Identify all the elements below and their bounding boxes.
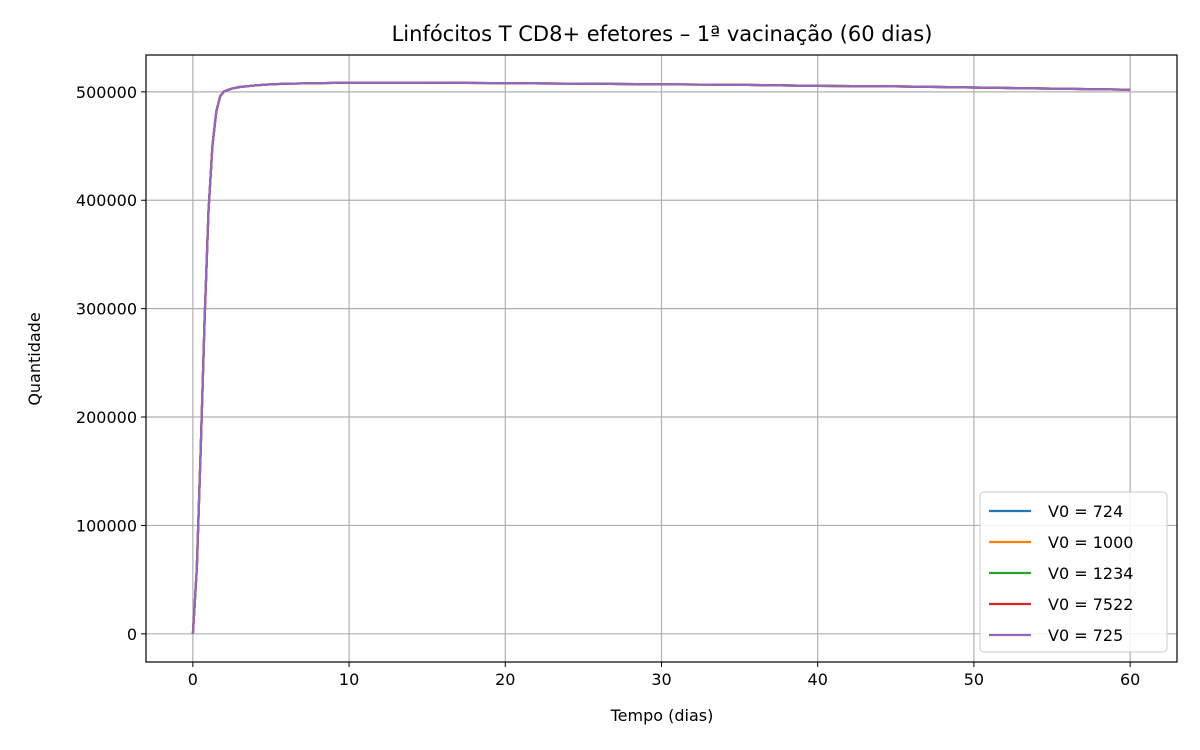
legend-box xyxy=(979,491,1168,653)
x-tick-label: 30 xyxy=(651,670,671,689)
y-tick-label: 500000 xyxy=(76,83,137,102)
x-axis-ticks: 0 10 20 30 40 50 60 xyxy=(188,662,1140,689)
chart-title: Linfócitos T CD8+ efetores – 1ª vacinaçã… xyxy=(392,22,933,46)
y-axis-label: Quantidade xyxy=(25,312,44,405)
legend-label-4: V0 = 7522 xyxy=(1048,595,1133,614)
x-tick-label: 10 xyxy=(339,670,359,689)
x-tick-label: 0 xyxy=(188,670,198,689)
y-axis-ticks: 0 100000 200000 300000 400000 500000 xyxy=(76,83,146,644)
x-tick-label: 60 xyxy=(1120,670,1140,689)
y-tick-label: 200000 xyxy=(76,408,137,427)
x-tick-label: 50 xyxy=(964,670,984,689)
y-tick-label: 400000 xyxy=(76,191,137,210)
legend-label-5: V0 = 725 xyxy=(1048,626,1123,645)
x-tick-label: 20 xyxy=(495,670,515,689)
x-tick-label: 40 xyxy=(808,670,828,689)
y-tick-label: 300000 xyxy=(76,300,137,319)
series-line-5 xyxy=(191,81,1131,634)
legend: V0 = 724 V0 = 1000 V0 = 1234 V0 = 7522 V0 = … xyxy=(979,491,1168,653)
x-axis-label: Tempo (dias) xyxy=(610,706,714,725)
grid xyxy=(146,55,1177,662)
y-tick-label: 0 xyxy=(127,625,137,644)
y-tick-label: 100000 xyxy=(76,516,137,535)
series-lines xyxy=(191,81,1131,634)
legend-label-3: V0 = 1234 xyxy=(1048,564,1133,583)
legend-label-2: V0 = 1000 xyxy=(1048,533,1133,552)
legend-label-1: V0 = 724 xyxy=(1048,502,1123,521)
